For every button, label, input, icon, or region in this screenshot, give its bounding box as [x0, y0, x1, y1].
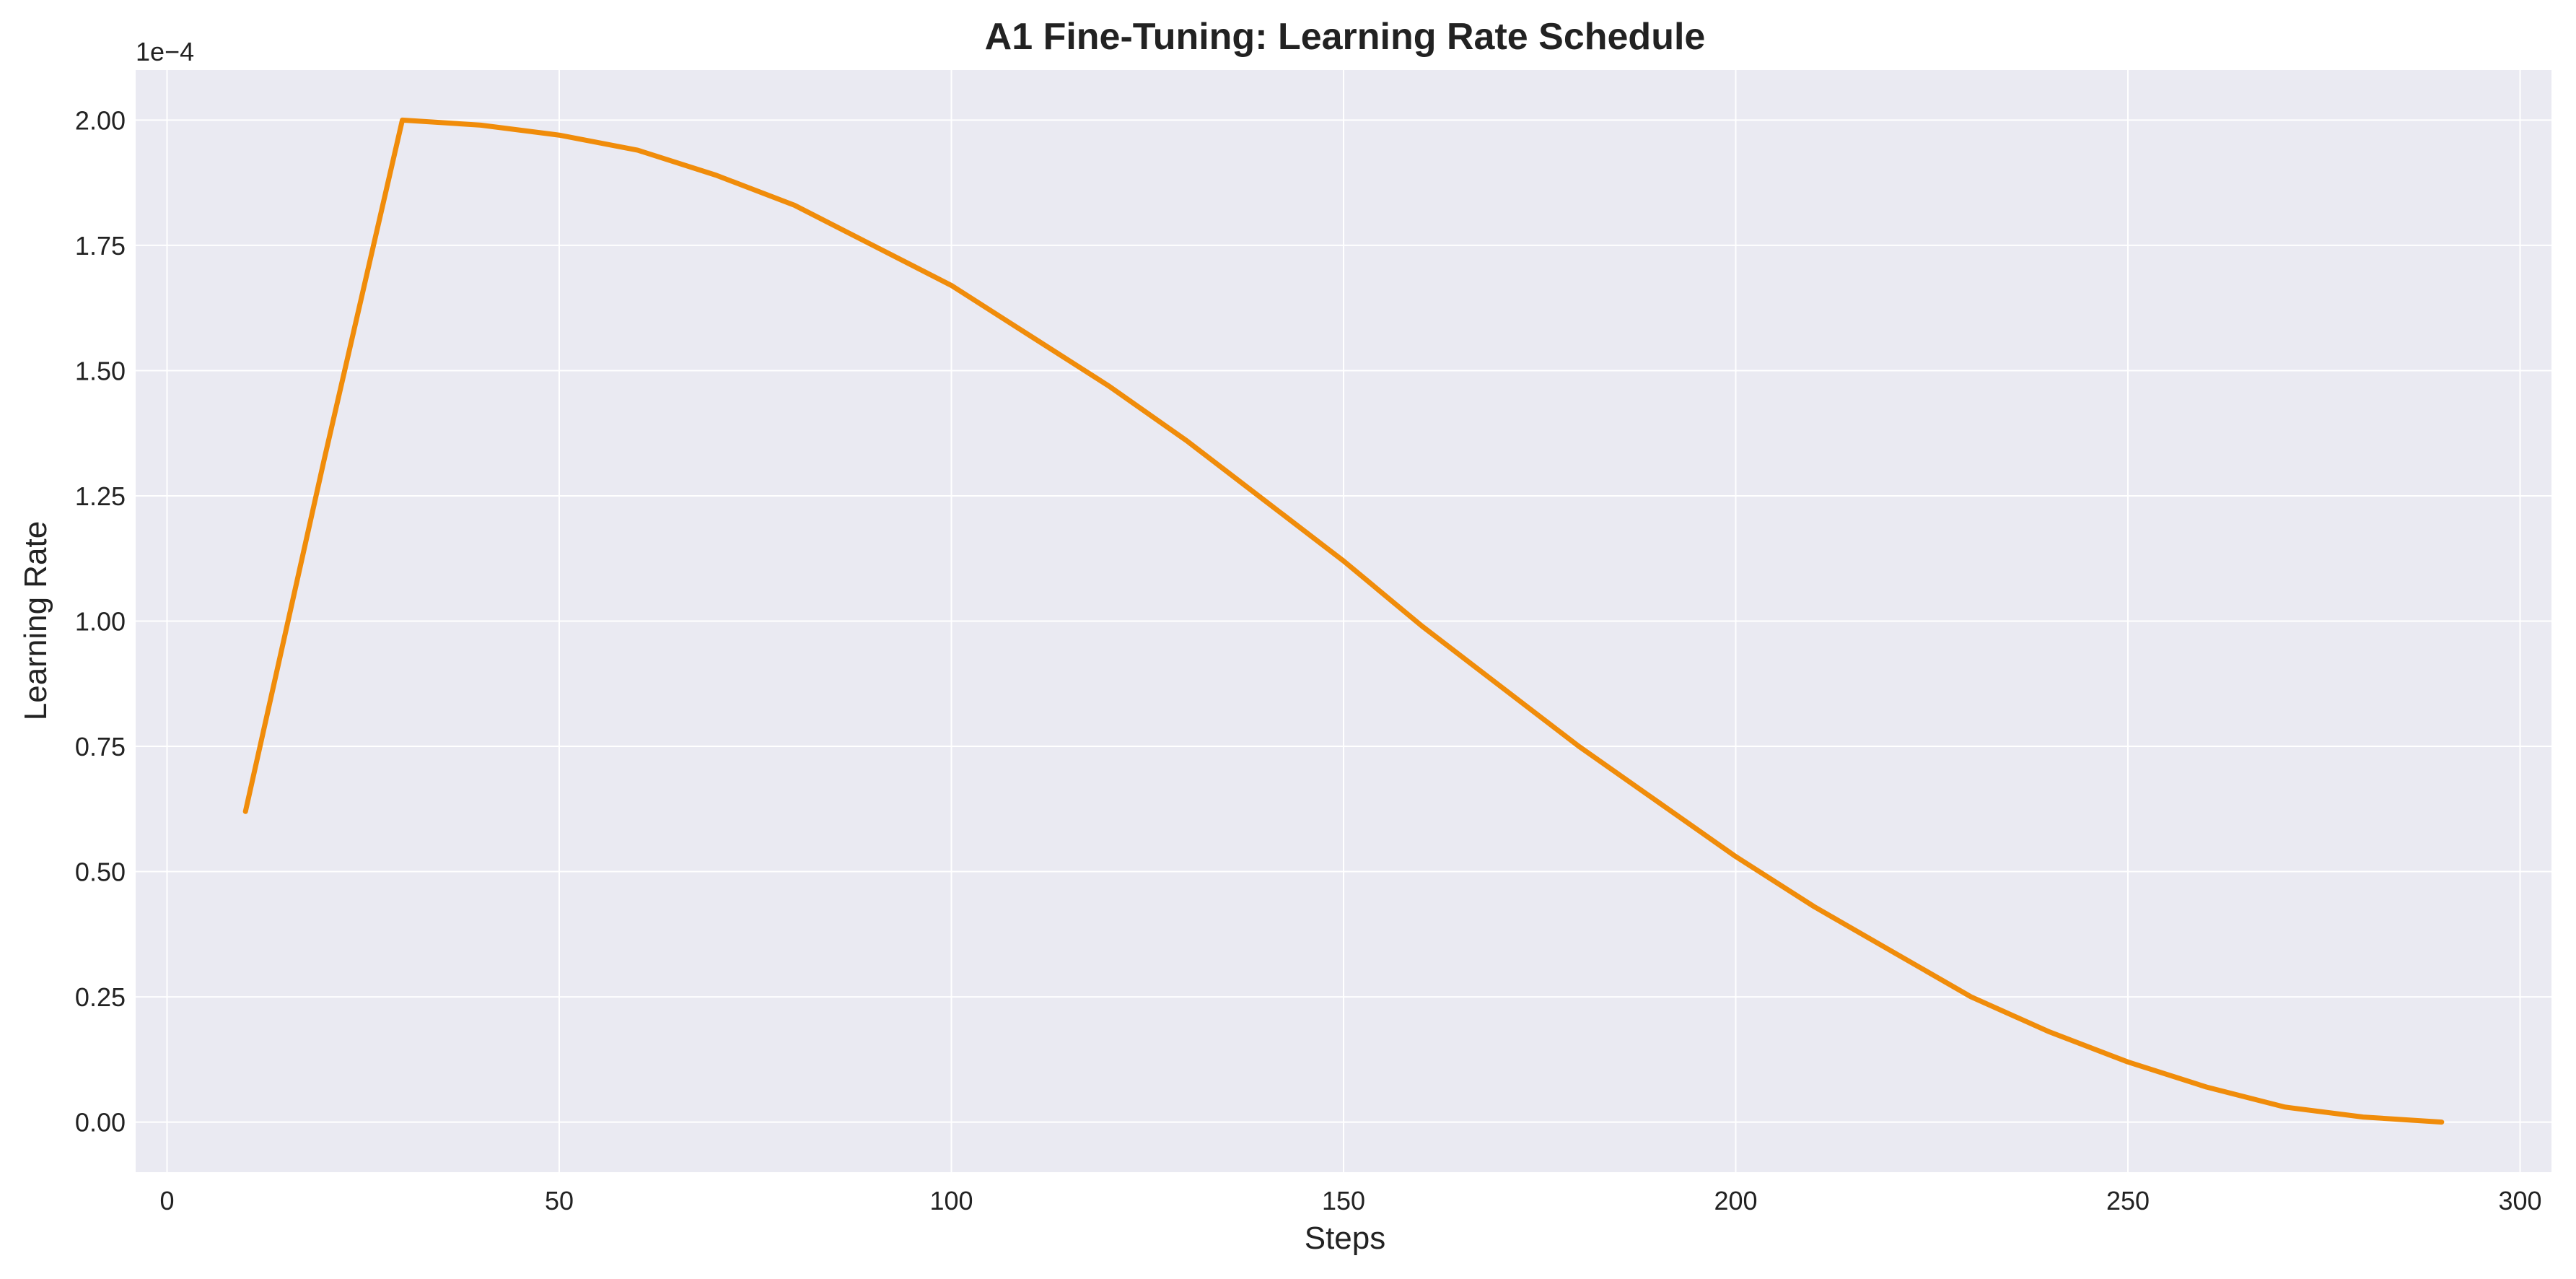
x-tick-label: 150 — [1322, 1186, 1365, 1215]
y-tick-label: 0.25 — [75, 982, 126, 1012]
y-tick-label: 2.00 — [75, 105, 126, 135]
x-tick-label: 200 — [1714, 1186, 1757, 1215]
x-tick-label: 250 — [2106, 1186, 2150, 1215]
y-tick-label: 1.25 — [75, 481, 126, 511]
learning-rate-line — [242, 117, 2445, 1125]
y-tick-label: 0.75 — [75, 732, 126, 761]
y-tick-label: 1.00 — [75, 607, 126, 637]
x-axis-ticks: 0 50 100 150 200 250 300 — [159, 1186, 2541, 1215]
y-axis-ticks: 0.00 0.25 0.50 0.75 1.00 1.25 1.50 1.75 2.00 — [75, 105, 126, 1137]
chart-title: A1 Fine-Tuning: Learning Rate Schedule — [985, 16, 1706, 58]
series-layer — [242, 117, 2445, 1125]
y-tick-label: 1.50 — [75, 356, 126, 385]
y-axis-offset-label: 1e−4 — [136, 37, 194, 66]
x-tick-label: 300 — [2498, 1186, 2541, 1215]
y-tick-label: 0.50 — [75, 857, 126, 887]
x-axis-label: Steps — [1305, 1221, 1386, 1256]
y-tick-label: 0.00 — [75, 1108, 126, 1138]
x-tick-label: 50 — [545, 1186, 574, 1215]
x-tick-label: 100 — [929, 1186, 973, 1215]
grid — [136, 70, 2551, 1172]
y-tick-label: 1.75 — [75, 231, 126, 261]
y-axis-label: Learning Rate — [18, 521, 53, 720]
x-tick-label: 0 — [159, 1186, 174, 1215]
